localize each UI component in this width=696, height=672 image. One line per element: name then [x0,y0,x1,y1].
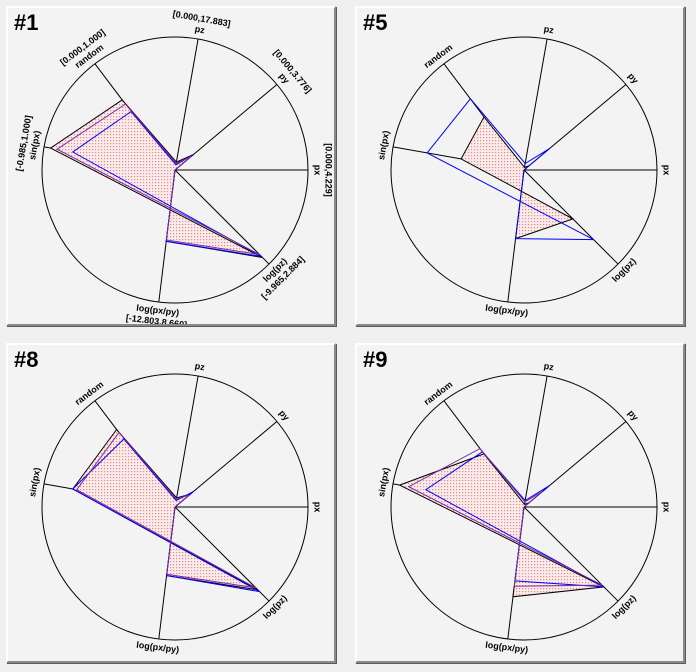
panel-title: #1 [14,10,39,35]
series-polygon-purple [76,431,257,589]
series-polygon-blue [424,451,605,588]
panel-title: #9 [363,347,388,372]
series-polygon-filled [72,428,259,591]
series-polygon-blue [71,438,260,593]
series-polygon-purple [407,447,603,587]
axis-line-log(pz) [174,506,270,602]
axis-label-py: py [626,408,640,422]
axis-label-px: px [662,502,672,513]
radar-panel-1: #1 px [0.000,4.229] py [0.000,3.776] pz [0.00… [6,6,336,326]
axis-range-px: [0.000,4.229] [324,143,334,197]
radar-chart: px [0.000,4.229]py[0.000,3.776]pz[0.000,1… [14,9,334,324]
series-polygon-blue [426,98,594,241]
axis-label-sin(px): sin(px) [376,130,391,161]
axis-label-sin(px): sin(px) [27,467,42,498]
axis-label-pz: pz [194,361,206,373]
axis-line-log(pz) [174,169,270,265]
axis-line-pz [523,38,548,171]
axis-label-pz: pz [543,24,555,36]
panel-title: #5 [363,10,388,35]
axis-label-py: py [277,408,291,422]
axis-label-pz: pz [543,361,555,373]
series-polygon-purple [56,103,260,256]
axis-line-log(pz) [523,506,619,602]
axis-label-px: px [662,165,672,176]
radar-panel-9: #9 px py pz random sin(px) log(pz) log(px/py) [355,343,685,663]
axis-label-px: px [313,502,323,513]
radar-panel-5: #5 px py pz random sin(px) log(pz) log(px/py) [355,6,685,326]
axis-line-pz [174,38,199,171]
axis-label-py: py [626,71,640,85]
axis-range-log(px/py): [-12.803,8.660] [125,313,187,324]
radar-panel-8: #8 px py pz random sin(px) log(pz) log(px/py) [6,343,336,663]
axis-label-log(px/py): log(px/py) [485,640,529,655]
axis-label-log(px/py): log(px/py) [485,303,529,318]
axis-label-random: random [422,379,454,407]
axis-label-sin(px): sin(px) [376,467,391,498]
axis-line-pz [523,375,548,508]
panel-title: #8 [14,347,39,372]
axis-range-py: [0.000,3.776] [272,48,314,95]
axis-label-random: random [73,379,105,407]
axis-line-pz [174,375,199,508]
axis-label-log(px/py): log(px/py) [136,640,180,655]
axis-label-px: px [313,165,323,176]
axis-line-log(pz) [523,169,619,265]
axis-label-random: random [422,42,454,70]
axis-label-pz: pz [194,24,206,36]
